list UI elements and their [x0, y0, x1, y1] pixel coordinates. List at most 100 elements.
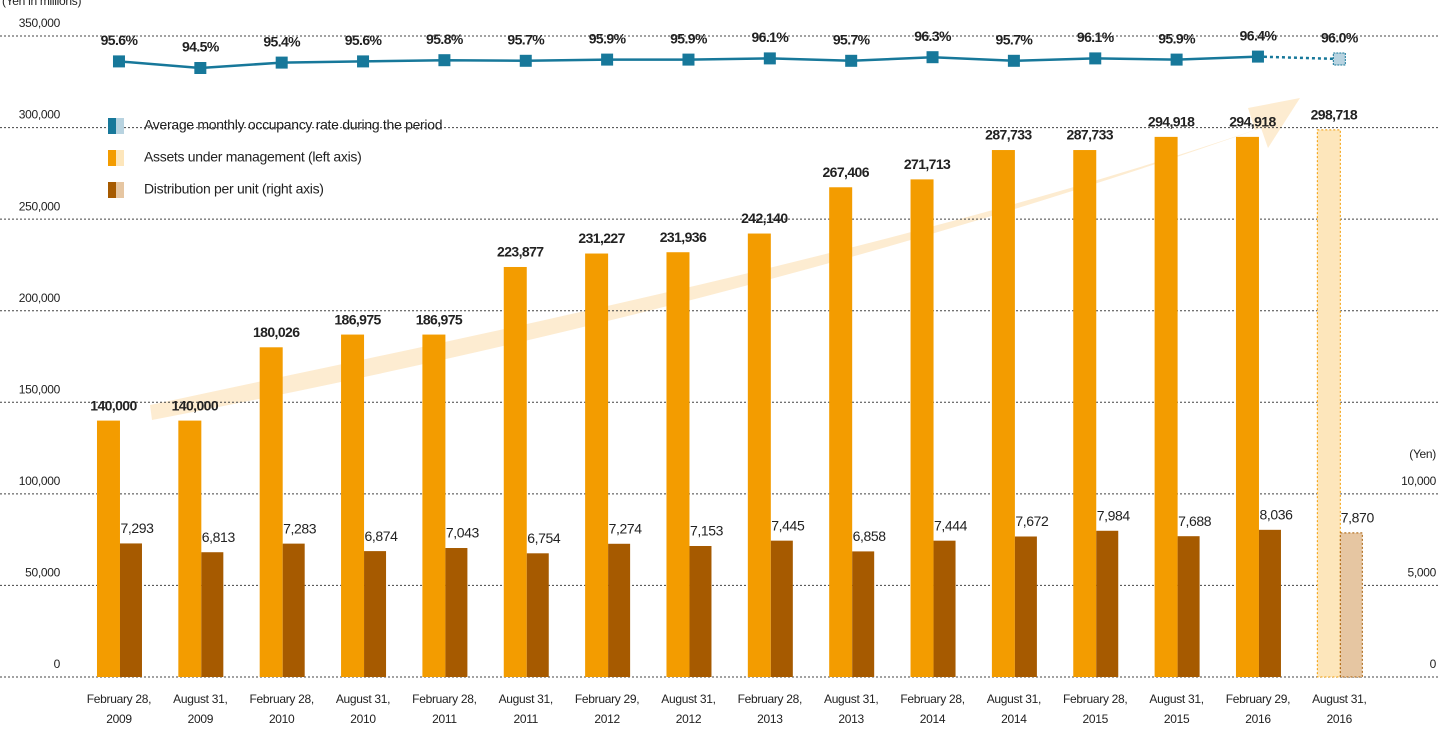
x-tick-label: August 31, 2012 [661, 692, 715, 726]
marker [1007, 54, 1020, 67]
x-tick-label-line: February 29, [1226, 692, 1290, 706]
x-tick-label-line: 2015 [1083, 712, 1109, 726]
bar [1154, 136, 1178, 677]
value-label: 186,975 [334, 311, 381, 327]
legend-label: Assets under management (left axis) [144, 149, 362, 165]
value-label: 242,140 [741, 210, 788, 226]
value-label: 140,000 [90, 397, 137, 413]
bar [178, 420, 202, 677]
y2-tick-label: 10,000 [1401, 474, 1437, 488]
value-label: 95.6% [101, 32, 139, 48]
y2-tick-label: 5,000 [1407, 566, 1436, 580]
value-label: 294,918 [1148, 114, 1195, 130]
bar [1177, 536, 1200, 677]
value-label: 7,153 [690, 523, 724, 539]
x-tick-label-line: August 31, [336, 692, 390, 706]
y-tick-label: 200,000 [19, 291, 61, 305]
x-tick-label-line: 2016 [1245, 712, 1271, 726]
bar [526, 553, 549, 677]
bar [608, 543, 631, 677]
value-label: 95.9% [670, 30, 708, 46]
marker [357, 55, 370, 68]
marker [1170, 53, 1183, 66]
value-label: 6,858 [853, 528, 887, 544]
value-label: 6,813 [202, 529, 236, 545]
x-tick-label-line: August 31, [173, 692, 227, 706]
forecast-line [1257, 55, 1340, 61]
bar [282, 543, 305, 677]
value-label: 6,754 [527, 530, 561, 546]
value-label: 96.1% [751, 29, 789, 45]
value-label: 96.4% [1240, 27, 1278, 43]
bar [747, 233, 771, 677]
x-tick-label-line: February 28, [87, 692, 151, 706]
value-label: 186,975 [416, 311, 463, 327]
x-tick-label-line: 2014 [1001, 712, 1027, 726]
legend-swatch-forecast [116, 118, 124, 134]
legend-swatch [108, 118, 116, 134]
x-tick-label-line: August 31, [1312, 692, 1366, 706]
value-label: 95.4% [263, 33, 301, 49]
x-tick-label-line: February 29, [575, 692, 639, 706]
legend-label: Average monthly occupancy rate during th… [144, 117, 442, 133]
x-tick-label: February 28, 2014 [900, 692, 964, 726]
value-label: 95.7% [833, 32, 871, 48]
value-label: 7,274 [609, 520, 643, 536]
bar [585, 253, 609, 677]
value-label: 96.1% [1077, 29, 1115, 45]
y-tick-label: 300,000 [19, 108, 61, 122]
bar [1073, 150, 1097, 677]
x-tick-label-line: 2010 [350, 712, 376, 726]
marker [1251, 50, 1264, 63]
value-label: 7,293 [120, 520, 154, 536]
value-label: 8,036 [1259, 507, 1293, 523]
bar [666, 252, 690, 678]
marker [682, 53, 695, 66]
bar [1096, 530, 1119, 677]
x-tick-label: February 29, 2012 [575, 692, 639, 726]
x-tick-label-line: February 28, [738, 692, 802, 706]
x-tick-label-line: February 28, [900, 692, 964, 706]
x-tick-label: August 31, 2016 [1312, 692, 1366, 726]
x-tick-label-line: 2013 [838, 712, 864, 726]
value-label: 7,445 [771, 517, 805, 533]
bar [1235, 136, 1259, 677]
x-tick-label: August 31, 2010 [336, 692, 390, 726]
marker [1089, 52, 1102, 65]
y2-tick-label: 0 [1430, 657, 1437, 671]
value-label: 7,043 [446, 525, 480, 541]
y-tick-label: 150,000 [19, 382, 61, 396]
y-tick-label: 350,000 [19, 16, 61, 30]
bar [364, 551, 387, 677]
x-tick-label-line: 2013 [757, 712, 783, 726]
bar [829, 187, 853, 677]
bar [1339, 532, 1363, 678]
bar [1258, 529, 1281, 677]
x-tick-label-line: August 31, [824, 692, 878, 706]
marker [519, 54, 532, 67]
x-tick-label-line: February 28, [1063, 692, 1127, 706]
y-axis-label: (Yen in millions) [2, 0, 81, 8]
value-label: 271,713 [904, 156, 951, 172]
x-tick-label-line: February 28, [249, 692, 313, 706]
legend-label: Distribution per unit (right axis) [144, 181, 324, 197]
value-label: 287,733 [1067, 127, 1114, 143]
x-tick-label-line: 2012 [594, 712, 620, 726]
value-label: 95.7% [996, 32, 1034, 48]
y-tick-label: 0 [54, 657, 61, 671]
marker [845, 54, 858, 67]
legend-swatch-forecast [116, 150, 124, 166]
bar [991, 150, 1015, 677]
marker [112, 55, 125, 68]
bar [445, 548, 468, 677]
legend-swatch-forecast [116, 182, 124, 198]
value-label: 94.5% [182, 39, 220, 55]
value-label: 96.0% [1321, 30, 1359, 46]
marker [926, 51, 939, 64]
value-label: 223,877 [497, 244, 544, 260]
x-tick-label-line: 2011 [432, 712, 457, 726]
legend-swatch [108, 150, 116, 166]
bar [201, 552, 224, 677]
value-label: 140,000 [172, 397, 219, 413]
value-label: 96.3% [914, 28, 952, 44]
